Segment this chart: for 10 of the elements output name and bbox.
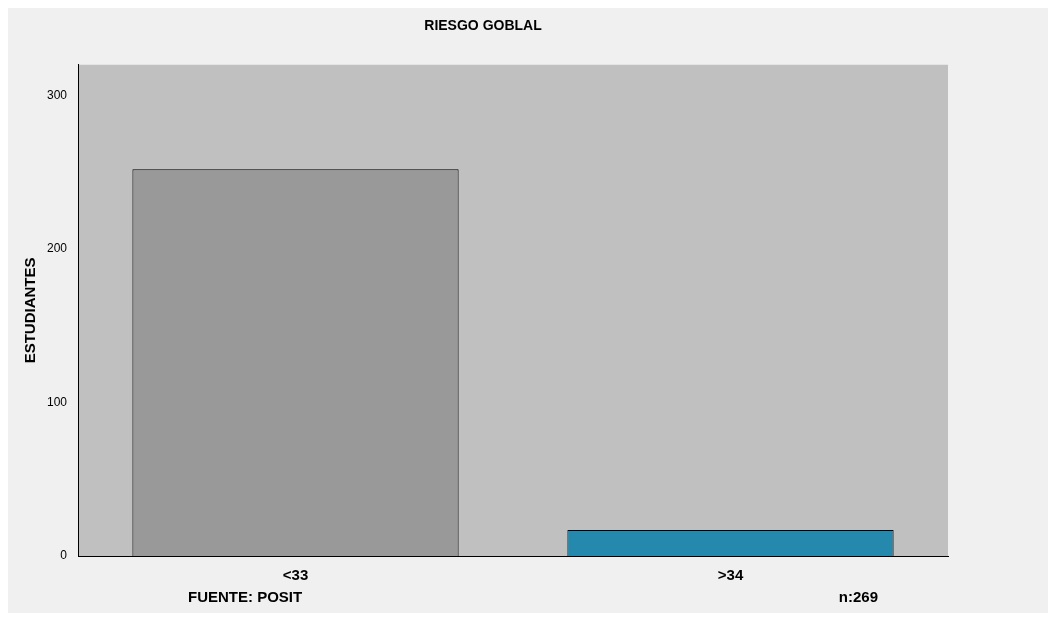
y-tick-label: 300	[46, 87, 68, 102]
y-tick-label: 100	[46, 394, 68, 409]
chart-title: RIESGO GOBLAL	[424, 17, 543, 34]
y-axis-title: ESTUDIANTES	[21, 257, 39, 364]
source-note: FUENTE: POSIT	[188, 588, 303, 605]
text: n:269	[838, 588, 878, 605]
y-tick-label: 200	[46, 241, 68, 256]
x-tick-label: >34	[717, 566, 744, 584]
x-tick-label: <33	[282, 566, 309, 584]
y-tick-label: 0	[60, 548, 68, 563]
